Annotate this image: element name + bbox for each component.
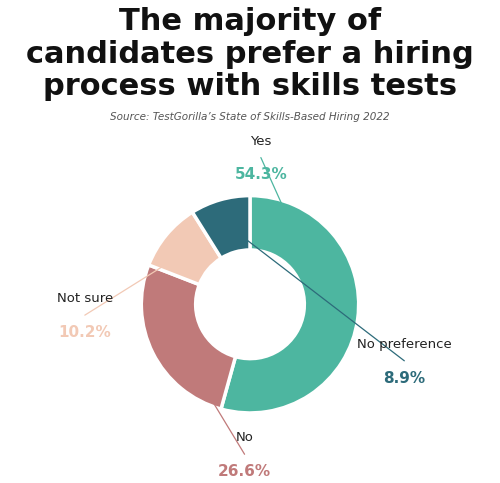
Text: Source: TestGorilla’s State of Skills-Based Hiring 2022: Source: TestGorilla’s State of Skills-Ba… (110, 112, 390, 122)
Text: No preference: No preference (357, 338, 452, 351)
Text: 26.6%: 26.6% (218, 464, 271, 479)
Text: The majority of: The majority of (119, 7, 381, 36)
Text: Yes: Yes (250, 135, 272, 148)
Text: No: No (236, 431, 254, 444)
Wedge shape (148, 212, 221, 284)
Wedge shape (221, 196, 358, 413)
Text: 8.9%: 8.9% (384, 370, 426, 385)
Text: 54.3%: 54.3% (234, 168, 287, 183)
Text: 10.2%: 10.2% (58, 325, 111, 340)
Text: process with skills tests: process with skills tests (43, 72, 457, 101)
Wedge shape (192, 196, 250, 258)
Text: Not sure: Not sure (56, 292, 113, 305)
Wedge shape (142, 265, 236, 409)
Text: candidates prefer a hiring: candidates prefer a hiring (26, 40, 474, 69)
